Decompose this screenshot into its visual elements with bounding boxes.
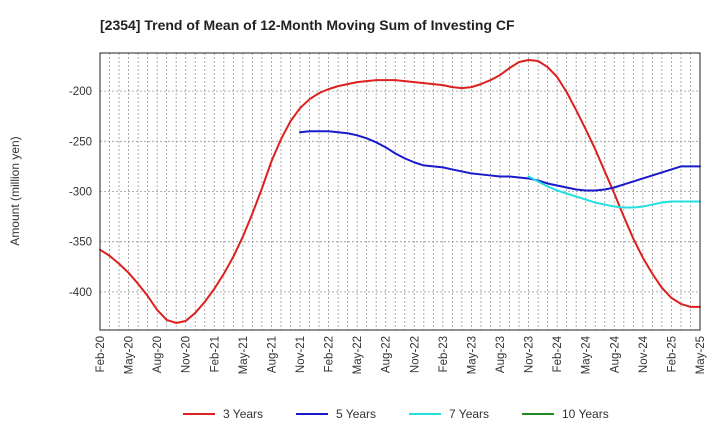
- series-line-7-years: [527, 175, 701, 209]
- y-tick-label: -400: [69, 287, 92, 299]
- x-tick-label: May-20: [124, 336, 136, 374]
- x-tick-label: Nov-21: [295, 336, 307, 373]
- x-tick-label: Feb-25: [666, 336, 678, 372]
- x-axis-ticks: Feb-20 May-20 Aug-20 Nov-20 Feb-21 May-21 Aug-…: [95, 335, 707, 374]
- x-tick-label: May-22: [352, 336, 364, 374]
- series-line-3-years: [99, 59, 701, 324]
- x-tick-label: Feb-24: [552, 335, 564, 372]
- y-axis-ticks: -200 -250 -300 -350 -400: [69, 86, 92, 299]
- y-tick-label: -350: [69, 237, 92, 249]
- y-tick-label: -250: [69, 136, 92, 148]
- legend-label: 3 Years: [223, 407, 263, 421]
- y-tick-label: -200: [69, 86, 92, 98]
- x-tick-label: Nov-20: [181, 336, 193, 373]
- x-tick-label: Nov-24: [638, 335, 650, 373]
- x-tick-label: May-24: [581, 335, 593, 374]
- legend: 3 Years 5 Years 7 Years 10 Years: [183, 407, 609, 421]
- x-tick-label: Feb-23: [438, 336, 450, 372]
- legend-label: 10 Years: [562, 407, 609, 421]
- x-tick-label: Aug-23: [495, 336, 507, 373]
- x-tick-label: Feb-21: [209, 336, 221, 372]
- y-tick-label: -300: [69, 187, 92, 199]
- x-tick-label: May-25: [695, 336, 707, 374]
- y-axis-title: Amount (million yen): [8, 136, 22, 245]
- x-tick-label: May-21: [238, 336, 250, 374]
- x-tick-label: Aug-21: [266, 336, 278, 373]
- legend-label: 7 Years: [449, 407, 489, 421]
- series-lines: [99, 59, 701, 324]
- x-tick-label: Feb-20: [95, 336, 107, 372]
- plot-border: [99, 52, 701, 331]
- x-tick-label: Nov-23: [524, 336, 536, 373]
- x-tick-label: Aug-20: [152, 336, 164, 373]
- x-tick-label: Aug-24: [609, 335, 621, 373]
- x-tick-label: Nov-22: [409, 336, 421, 373]
- series-line-5-years: [299, 130, 701, 192]
- grid: [100, 53, 700, 330]
- legend-label: 5 Years: [336, 407, 376, 421]
- x-tick-label: Feb-22: [324, 336, 336, 372]
- x-tick-label: Aug-22: [381, 336, 393, 373]
- x-tick-label: May-23: [466, 336, 478, 374]
- chart-title: [2354] Trend of Mean of 12-Month Moving …: [100, 17, 515, 33]
